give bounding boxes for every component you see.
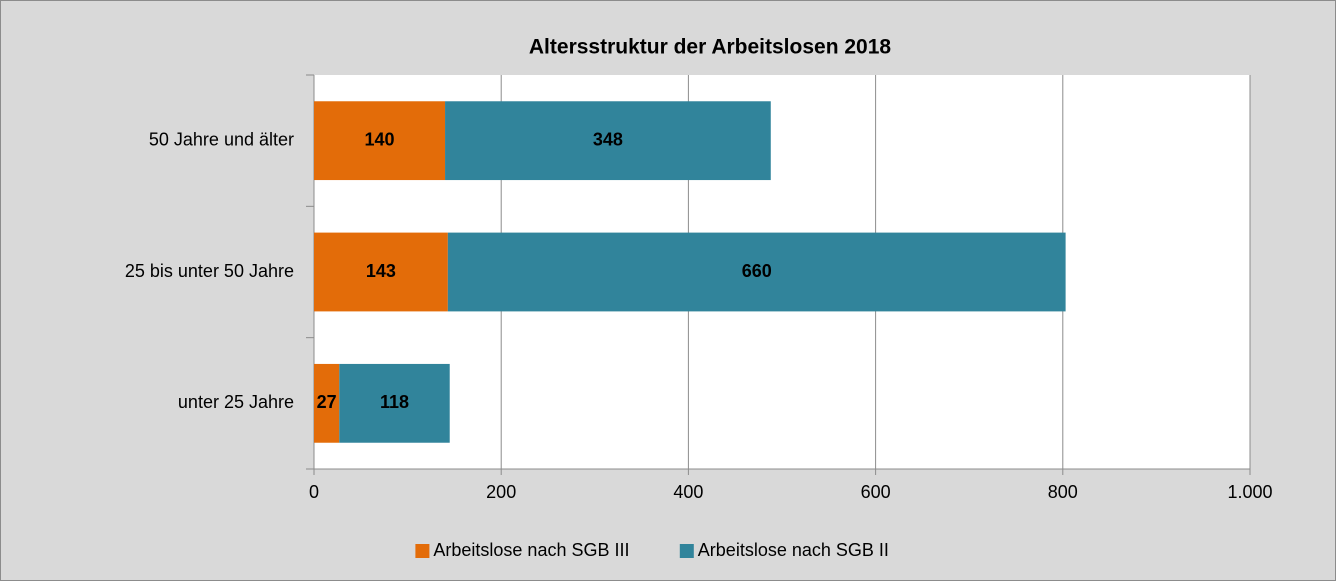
- data-label: 27: [317, 392, 337, 412]
- data-label: 140: [364, 129, 394, 149]
- x-tick-label: 400: [673, 482, 703, 502]
- bar-segment: [447, 232, 1066, 312]
- legend-label: Arbeitslose nach SGB II: [698, 540, 889, 560]
- x-tick-label: 800: [1048, 482, 1078, 502]
- legend-swatch: [415, 544, 430, 558]
- y-tick-label: 25 bis unter 50 Jahre: [125, 261, 294, 281]
- data-label: 118: [380, 392, 409, 412]
- legend-label: Arbeitslose nach SGB III: [433, 540, 629, 560]
- bar-segment: [445, 101, 771, 181]
- legend-swatch: [679, 544, 694, 558]
- data-label: 143: [366, 261, 396, 281]
- x-tick-label: 1.000: [1227, 482, 1272, 502]
- data-label: 660: [742, 261, 772, 281]
- bar-segment: [314, 363, 340, 443]
- y-tick-label: 50 Jahre und älter: [149, 129, 294, 149]
- x-tick-label: 0: [309, 482, 319, 502]
- x-tick-label: 200: [486, 482, 516, 502]
- data-label: 348: [593, 129, 623, 149]
- bar-segment: [314, 232, 448, 312]
- bar-segment: [339, 363, 450, 443]
- bar-segment: [314, 101, 446, 181]
- x-tick-label: 600: [861, 482, 891, 502]
- y-tick-label: unter 25 Jahre: [178, 392, 294, 412]
- chart-title: Altersstruktur der Arbeitslosen 2018: [529, 36, 892, 59]
